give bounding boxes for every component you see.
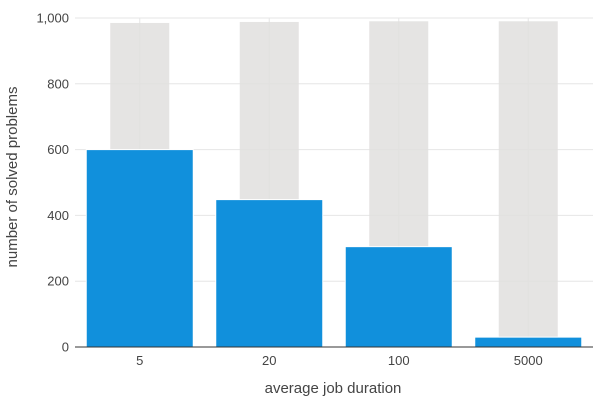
y-tick-label: 600 [47,142,69,157]
y-axis-title: number of solved problems [4,87,21,268]
x-tick-label: 5 [136,353,143,368]
total-bar [498,21,558,347]
y-tick-label: 800 [47,76,69,91]
x-tick-label: 100 [388,353,410,368]
solved-bar [85,149,194,348]
y-tick-label: 0 [62,340,69,355]
solved-bar [344,246,453,348]
x-tick-label: 5000 [514,353,543,368]
y-tick-label: 200 [47,274,69,289]
y-tick-label: 1,000 [36,11,69,26]
solved-bar [474,336,583,348]
solved-bars [85,149,583,348]
x-axis-title: average job duration [265,380,402,397]
y-tick-labels: 0 200 400 600 800 1,000 [36,11,69,355]
x-tick-label: 20 [262,353,276,368]
solved-bar [215,199,324,348]
x-tick-labels: 5 20 100 5000 [136,353,543,368]
y-tick-label: 400 [47,208,69,223]
